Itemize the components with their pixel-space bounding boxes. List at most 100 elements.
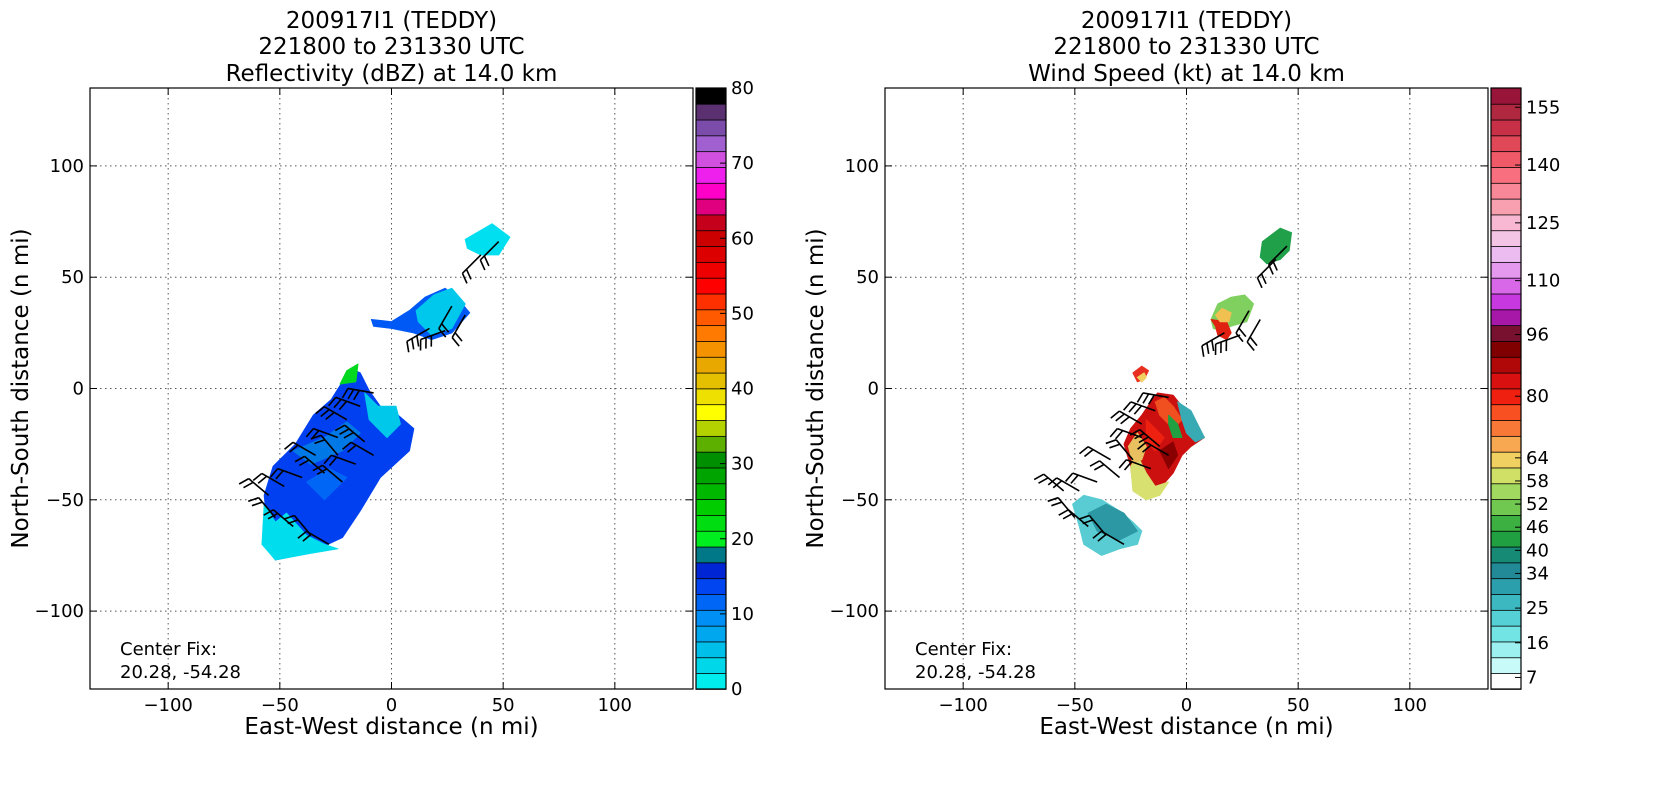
wind-barb bbox=[1105, 439, 1134, 461]
x-tick-label: 50 bbox=[1287, 695, 1310, 716]
colorbar-swatch bbox=[1490, 356, 1522, 374]
data-region bbox=[1259, 227, 1292, 265]
wind-barb bbox=[479, 241, 500, 271]
colorbar-swatch bbox=[1490, 625, 1522, 643]
colorbar-swatch bbox=[695, 641, 727, 659]
wind-barb bbox=[406, 327, 430, 353]
colorbar-tick-label: 25 bbox=[1526, 598, 1549, 619]
wind-barb bbox=[315, 405, 348, 421]
colorbar-swatch bbox=[1490, 641, 1522, 659]
wind-barb bbox=[341, 387, 374, 401]
data-region bbox=[1159, 441, 1179, 470]
colorbar-swatch bbox=[1490, 482, 1522, 501]
colorbar-swatch bbox=[695, 609, 727, 627]
x-axis-label: East-West distance (n mi) bbox=[244, 714, 538, 740]
colorbar-tick-label: 60 bbox=[731, 228, 754, 249]
wind-barb bbox=[305, 427, 339, 440]
colorbar-swatch bbox=[1490, 198, 1522, 216]
wind-barb bbox=[1079, 446, 1111, 461]
colorbar-tick-label: 50 bbox=[731, 303, 754, 324]
y-tick-label: −100 bbox=[830, 601, 879, 622]
wind-barb bbox=[419, 329, 446, 351]
colorbar-swatch bbox=[1490, 166, 1522, 184]
colorbar-swatch bbox=[695, 356, 727, 374]
wind-barb bbox=[1235, 310, 1250, 343]
wind-barb bbox=[1256, 258, 1277, 289]
data-region bbox=[464, 223, 511, 256]
x-tick-label: 100 bbox=[1393, 695, 1427, 716]
colorbar-tick-label: 40 bbox=[731, 379, 754, 400]
colorbar-swatch bbox=[695, 277, 727, 295]
colorbar-swatch bbox=[695, 309, 727, 327]
wind-barb bbox=[312, 464, 343, 483]
data-region bbox=[261, 503, 339, 561]
y-tick-label: 100 bbox=[50, 156, 84, 177]
colorbar-tick-label: 34 bbox=[1526, 563, 1549, 584]
wind-barb bbox=[1064, 472, 1098, 484]
center-fix-value: 20.28, -54.28 bbox=[120, 662, 241, 683]
wind-barb bbox=[334, 424, 366, 443]
colorbar-swatch bbox=[1490, 498, 1522, 516]
colorbar-tick-label: 10 bbox=[731, 604, 754, 625]
colorbar-tick-label: 52 bbox=[1526, 494, 1549, 515]
center-fix-value: 20.28, -54.28 bbox=[915, 662, 1036, 683]
y-axis-label: North-South distance (n mi) bbox=[803, 228, 829, 548]
colorbar-swatch bbox=[1490, 293, 1522, 311]
colorbar-swatch bbox=[1490, 562, 1522, 580]
chart-title-line-2: 221800 to 231330 UTC bbox=[258, 34, 524, 60]
data-region bbox=[1215, 307, 1232, 323]
colorbar-swatch bbox=[695, 577, 727, 595]
colorbar-swatch bbox=[1490, 577, 1522, 595]
colorbar-swatch bbox=[695, 372, 727, 390]
chart-title-line-1: 200917I1 (TEDDY) bbox=[1081, 8, 1292, 34]
colorbar-swatch bbox=[695, 119, 727, 137]
y-tick-label: 50 bbox=[856, 267, 879, 288]
wind-barb bbox=[461, 254, 482, 284]
colorbar-tick-label: 125 bbox=[1526, 213, 1560, 234]
colorbar-swatch bbox=[1490, 672, 1522, 690]
chart-title-line-2: 221800 to 231330 UTC bbox=[1053, 34, 1319, 60]
y-tick-label: 0 bbox=[73, 379, 84, 400]
wind-barb bbox=[263, 509, 294, 528]
center-fix-label: Center Fix: bbox=[120, 639, 217, 660]
colorbar-tick-label: 30 bbox=[731, 454, 754, 475]
colorbar-tick-label: 140 bbox=[1526, 155, 1560, 176]
y-tick-label: 100 bbox=[845, 156, 879, 177]
colorbar-swatch bbox=[695, 514, 727, 532]
data-region bbox=[339, 363, 359, 385]
wind-barb bbox=[1123, 401, 1156, 415]
y-tick-label: −50 bbox=[841, 490, 879, 511]
wind-barb bbox=[1214, 334, 1241, 355]
colorbar-swatch bbox=[1490, 87, 1522, 105]
y-tick-label: −50 bbox=[46, 490, 84, 511]
x-tick-label: −100 bbox=[938, 695, 987, 716]
x-tick-label: 100 bbox=[598, 695, 632, 716]
panel-wind-speed: −100 −50 0 50 100 −100 −50 0 50 100 200917I1 (TED… bbox=[803, 8, 1560, 740]
chart-title-line-3: Wind Speed (kt) at 14.0 km bbox=[1028, 61, 1345, 87]
tick-layer: −100 −50 0 50 100 −100 −50 0 50 100 bbox=[830, 88, 1488, 716]
wind-barb bbox=[297, 530, 330, 546]
colorbar-swatch bbox=[695, 625, 727, 643]
data-region bbox=[1087, 503, 1138, 541]
data-layer bbox=[261, 223, 511, 561]
x-tick-label: 50 bbox=[492, 695, 515, 716]
colorbar-tick-label: 58 bbox=[1526, 471, 1549, 492]
wind-barb bbox=[342, 441, 375, 456]
colorbar-swatch bbox=[1490, 135, 1522, 153]
colorbar: 0 10 20 30 40 50 60 70 80 bbox=[695, 78, 754, 700]
colorbar-swatch bbox=[695, 103, 727, 121]
colorbar-swatch bbox=[1490, 372, 1522, 390]
colorbar-swatch bbox=[1490, 119, 1522, 137]
wind-barb bbox=[438, 305, 453, 338]
wind-barb bbox=[238, 477, 270, 496]
data-region bbox=[1130, 454, 1170, 501]
wind-barb bbox=[1246, 319, 1261, 352]
colorbar-swatch bbox=[695, 435, 727, 453]
y-tick-label: 0 bbox=[868, 379, 879, 400]
x-tick-label: −100 bbox=[143, 695, 192, 716]
wind-barb bbox=[1118, 458, 1152, 471]
data-layer bbox=[1072, 227, 1292, 556]
colorbar-tick-label: 155 bbox=[1526, 97, 1560, 118]
colorbar-swatch bbox=[695, 135, 727, 153]
